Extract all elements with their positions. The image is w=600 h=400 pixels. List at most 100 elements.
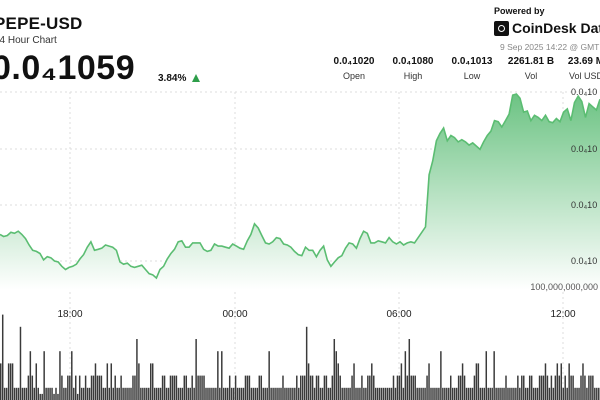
- stat-vol: 2261.81 B Vol: [498, 56, 564, 81]
- volume-bar: [528, 375, 531, 400]
- volume-bar: [396, 375, 399, 400]
- x-tick-label: 18:00: [57, 309, 82, 320]
- volume-bar: [590, 375, 592, 400]
- volume-bar: [307, 363, 310, 400]
- volume-bar: [471, 387, 474, 400]
- pair-title: PEPE-USD: [0, 14, 83, 33]
- volume-bar: [566, 387, 568, 400]
- volume-bar: [511, 387, 513, 400]
- volume-bar: [78, 375, 81, 400]
- volume-bar: [501, 387, 503, 400]
- volume-bar: [254, 387, 257, 400]
- volume-bar: [444, 387, 446, 400]
- volume-bar: [201, 375, 203, 400]
- volume-bar: [226, 387, 229, 400]
- volume-bar: [392, 375, 395, 400]
- volume-bar: [11, 363, 14, 400]
- volume-bar: [69, 375, 71, 400]
- volume-bar: [250, 387, 253, 400]
- volume-bar: [136, 339, 138, 400]
- volume-bar: [217, 351, 219, 400]
- volume-bar: [434, 387, 436, 400]
- volume-bar: [189, 387, 191, 400]
- volume-bar: [408, 339, 411, 400]
- volume-bar: [402, 387, 405, 400]
- volume-bar: [420, 387, 422, 400]
- stat-label: Vol: [524, 71, 538, 81]
- volume-bar: [493, 351, 495, 400]
- brand[interactable]: CoinDesk Data: [494, 20, 600, 36]
- volume-bar: [110, 363, 113, 400]
- volume-bar: [473, 375, 476, 400]
- volume-bar: [436, 387, 438, 400]
- y-tick-label: 0.0₄10: [571, 87, 597, 97]
- volume-bar: [181, 387, 184, 400]
- volume-bar: [333, 339, 336, 400]
- volume-bar: [138, 363, 140, 400]
- stat-open: 0.0₄1020 Open: [321, 56, 387, 81]
- volume-bar: [365, 387, 367, 400]
- volume-bar: [534, 387, 537, 400]
- volume-bar: [487, 387, 489, 400]
- volume-bar: [177, 387, 180, 400]
- stat-value: 0.0₄1020: [333, 56, 375, 67]
- volume-bar: [112, 387, 114, 400]
- volume-bar: [159, 387, 162, 400]
- volume-bar: [369, 375, 371, 400]
- volume-bar: [185, 375, 188, 400]
- volume-bar: [7, 363, 10, 400]
- volume-bar: [268, 351, 270, 400]
- volume-bar: [313, 387, 316, 400]
- volume-bar: [378, 387, 381, 400]
- volume-bar: [416, 387, 418, 400]
- volume-bar: [130, 387, 132, 400]
- volume-bar: [489, 387, 491, 400]
- stat-vol-usd: 23.69 M Vol USD: [553, 56, 600, 81]
- volume-bar: [276, 387, 278, 400]
- volume-bar: [197, 375, 199, 400]
- volume-bar: [481, 387, 484, 400]
- volume-bar: [221, 351, 223, 400]
- volume-bar: [118, 387, 120, 400]
- volume-bar: [120, 375, 122, 400]
- volume-bar: [509, 387, 511, 400]
- volume-bar: [187, 387, 189, 400]
- volume-bar: [491, 387, 493, 400]
- volume-bar: [355, 387, 357, 400]
- volume-bar: [191, 375, 193, 400]
- volume-bar: [426, 375, 428, 400]
- volume-bar: [47, 387, 49, 400]
- volume-bar: [376, 387, 379, 400]
- stat-label: Open: [342, 71, 366, 81]
- volume-bar: [193, 387, 195, 400]
- volume-bar: [27, 375, 30, 400]
- volume-bar: [213, 387, 215, 400]
- volume-bar: [76, 393, 79, 400]
- volume-bar: [503, 387, 505, 400]
- volume-bar: [140, 387, 142, 400]
- volume-bar: [525, 387, 527, 400]
- volume-bar: [309, 375, 312, 400]
- volume-bar: [256, 387, 259, 400]
- volume-bar: [325, 375, 328, 400]
- volume-bar: [450, 375, 452, 400]
- volume-bar: [292, 387, 294, 400]
- volume-bar: [203, 375, 205, 400]
- volume-bar: [558, 375, 561, 400]
- volume-bar: [412, 375, 414, 400]
- volume-bar: [57, 393, 59, 400]
- volume-bar: [49, 387, 51, 400]
- stat-value: 0.0₄1013: [451, 56, 493, 67]
- brand-name: CoinDesk Data: [512, 20, 600, 36]
- stat-value: 23.69 M: [567, 56, 600, 67]
- volume-bar: [67, 375, 69, 400]
- stat-value: 0.0₄1080: [392, 56, 434, 67]
- volume-bar: [230, 387, 233, 400]
- y-tick-label: 0.0₄10: [571, 256, 597, 266]
- volume-bar: [335, 351, 338, 400]
- volume-bar: [572, 375, 574, 400]
- volume-bar: [532, 387, 535, 400]
- volume-bar: [100, 375, 103, 400]
- stat-label: Vol USD: [568, 71, 600, 81]
- volume-bar: [349, 387, 351, 400]
